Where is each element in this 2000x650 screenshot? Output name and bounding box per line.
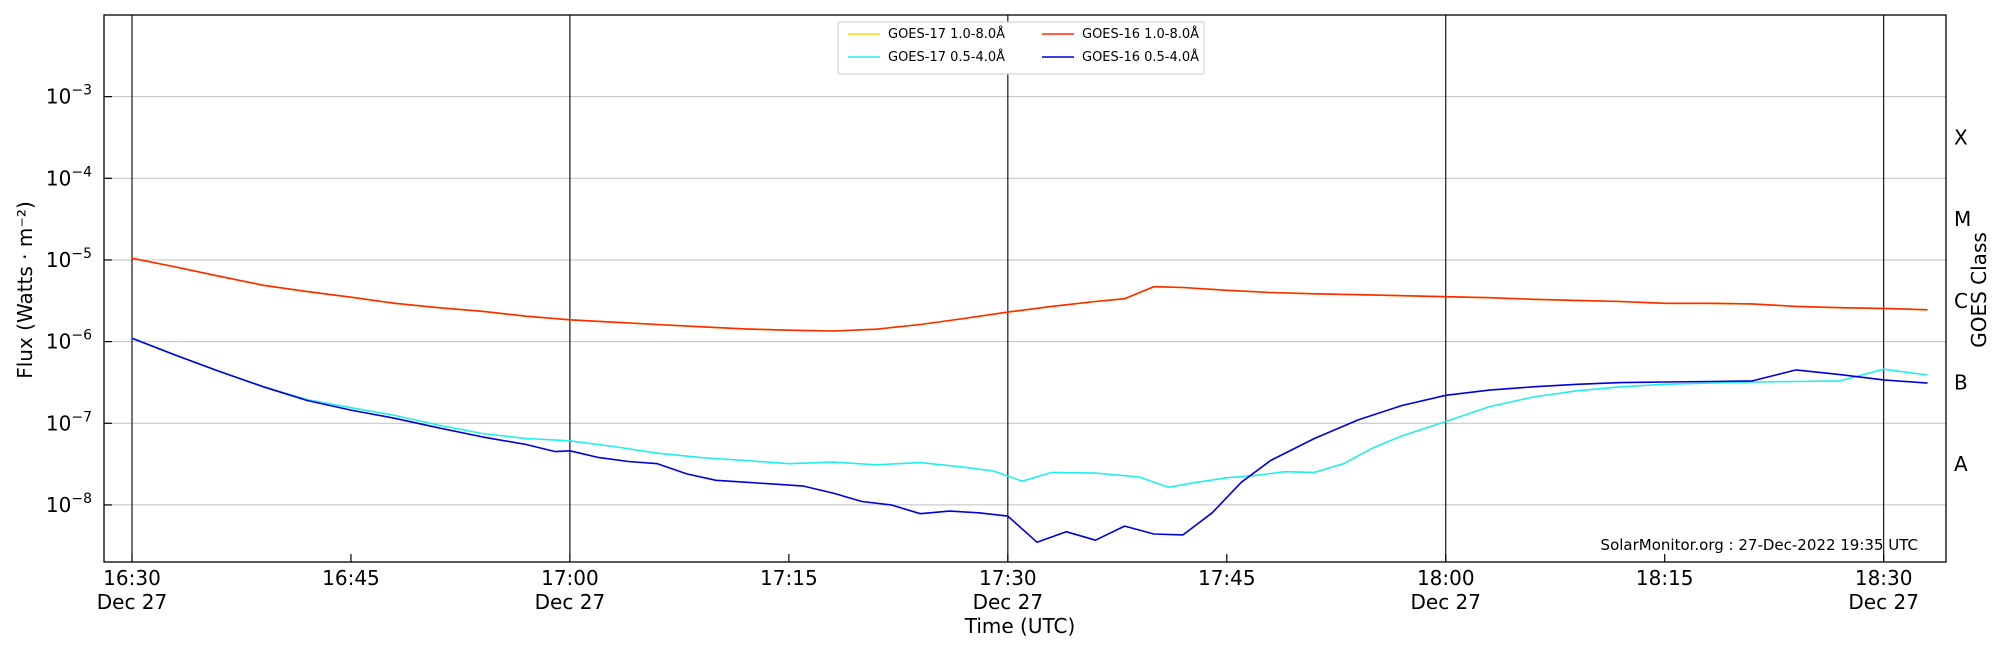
x-tick-date-label: Dec 27 (973, 590, 1044, 614)
x-tick-label: 18:00 (1417, 566, 1475, 590)
goes-class-label: C (1954, 289, 1968, 313)
x-tick-label: 17:30 (979, 566, 1037, 590)
x-tick-label: 17:00 (541, 566, 599, 590)
x-tick-date-label: Dec 27 (1411, 590, 1482, 614)
goes-class-label: X (1954, 126, 1968, 150)
y-axis-title: Flux (Watts · m⁻²) (13, 201, 37, 379)
series-line (131, 337, 1928, 488)
series-line (131, 257, 1928, 332)
legend-label: GOES-17 1.0-8.0Å (888, 26, 1005, 42)
goes-class-label: B (1954, 370, 1968, 394)
goes-class-label: A (1954, 452, 1968, 476)
x-tick-label: 18:30 (1855, 566, 1913, 590)
y-tick-label: 10−5 (46, 246, 92, 272)
credit-text: SolarMonitor.org : 27-Dec-2022 19:35 UTC (1601, 536, 1918, 554)
x-tick-date-label: Dec 27 (535, 590, 606, 614)
x-tick-date-label: Dec 27 (97, 590, 168, 614)
x-tick-label: 16:45 (322, 566, 380, 590)
y-tick-label: 10−8 (46, 491, 92, 517)
y-tick-label: 10−6 (46, 328, 92, 354)
y-tick-label: 10−7 (46, 409, 92, 435)
legend: GOES-17 1.0-8.0Å GOES-16 1.0-8.0Å GOES-17 … (837, 21, 1205, 75)
right-axis-title: GOES Class (1967, 232, 1991, 348)
series-line (131, 337, 1928, 543)
vertical-day-lines (131, 15, 1885, 562)
legend-box (837, 21, 1205, 75)
x-tick-label: 18:15 (1636, 566, 1694, 590)
legend-label: GOES-16 0.5-4.0Å (1082, 49, 1199, 65)
legend-label: GOES-16 1.0-8.0Å (1082, 26, 1199, 42)
series-layer (131, 257, 1928, 543)
goes-class-labels: X M C B A (1954, 126, 1971, 477)
y-tick-label: 10−4 (46, 164, 92, 190)
plot-frame (103, 14, 1947, 563)
series-line (131, 257, 1928, 332)
grid-layer (104, 96, 1946, 506)
x-tick-label: 17:45 (1198, 566, 1256, 590)
x-tick-label: 16:30 (103, 566, 161, 590)
goes-class-label: M (1954, 207, 1971, 231)
x-tick-date-label: Dec 27 (1848, 590, 1919, 614)
legend-label: GOES-17 0.5-4.0Å (888, 49, 1005, 65)
y-tick-label: 10−3 (46, 83, 92, 109)
x-tick-label: 17:15 (760, 566, 818, 590)
x-axis-title: Time (UTC) (964, 614, 1076, 638)
